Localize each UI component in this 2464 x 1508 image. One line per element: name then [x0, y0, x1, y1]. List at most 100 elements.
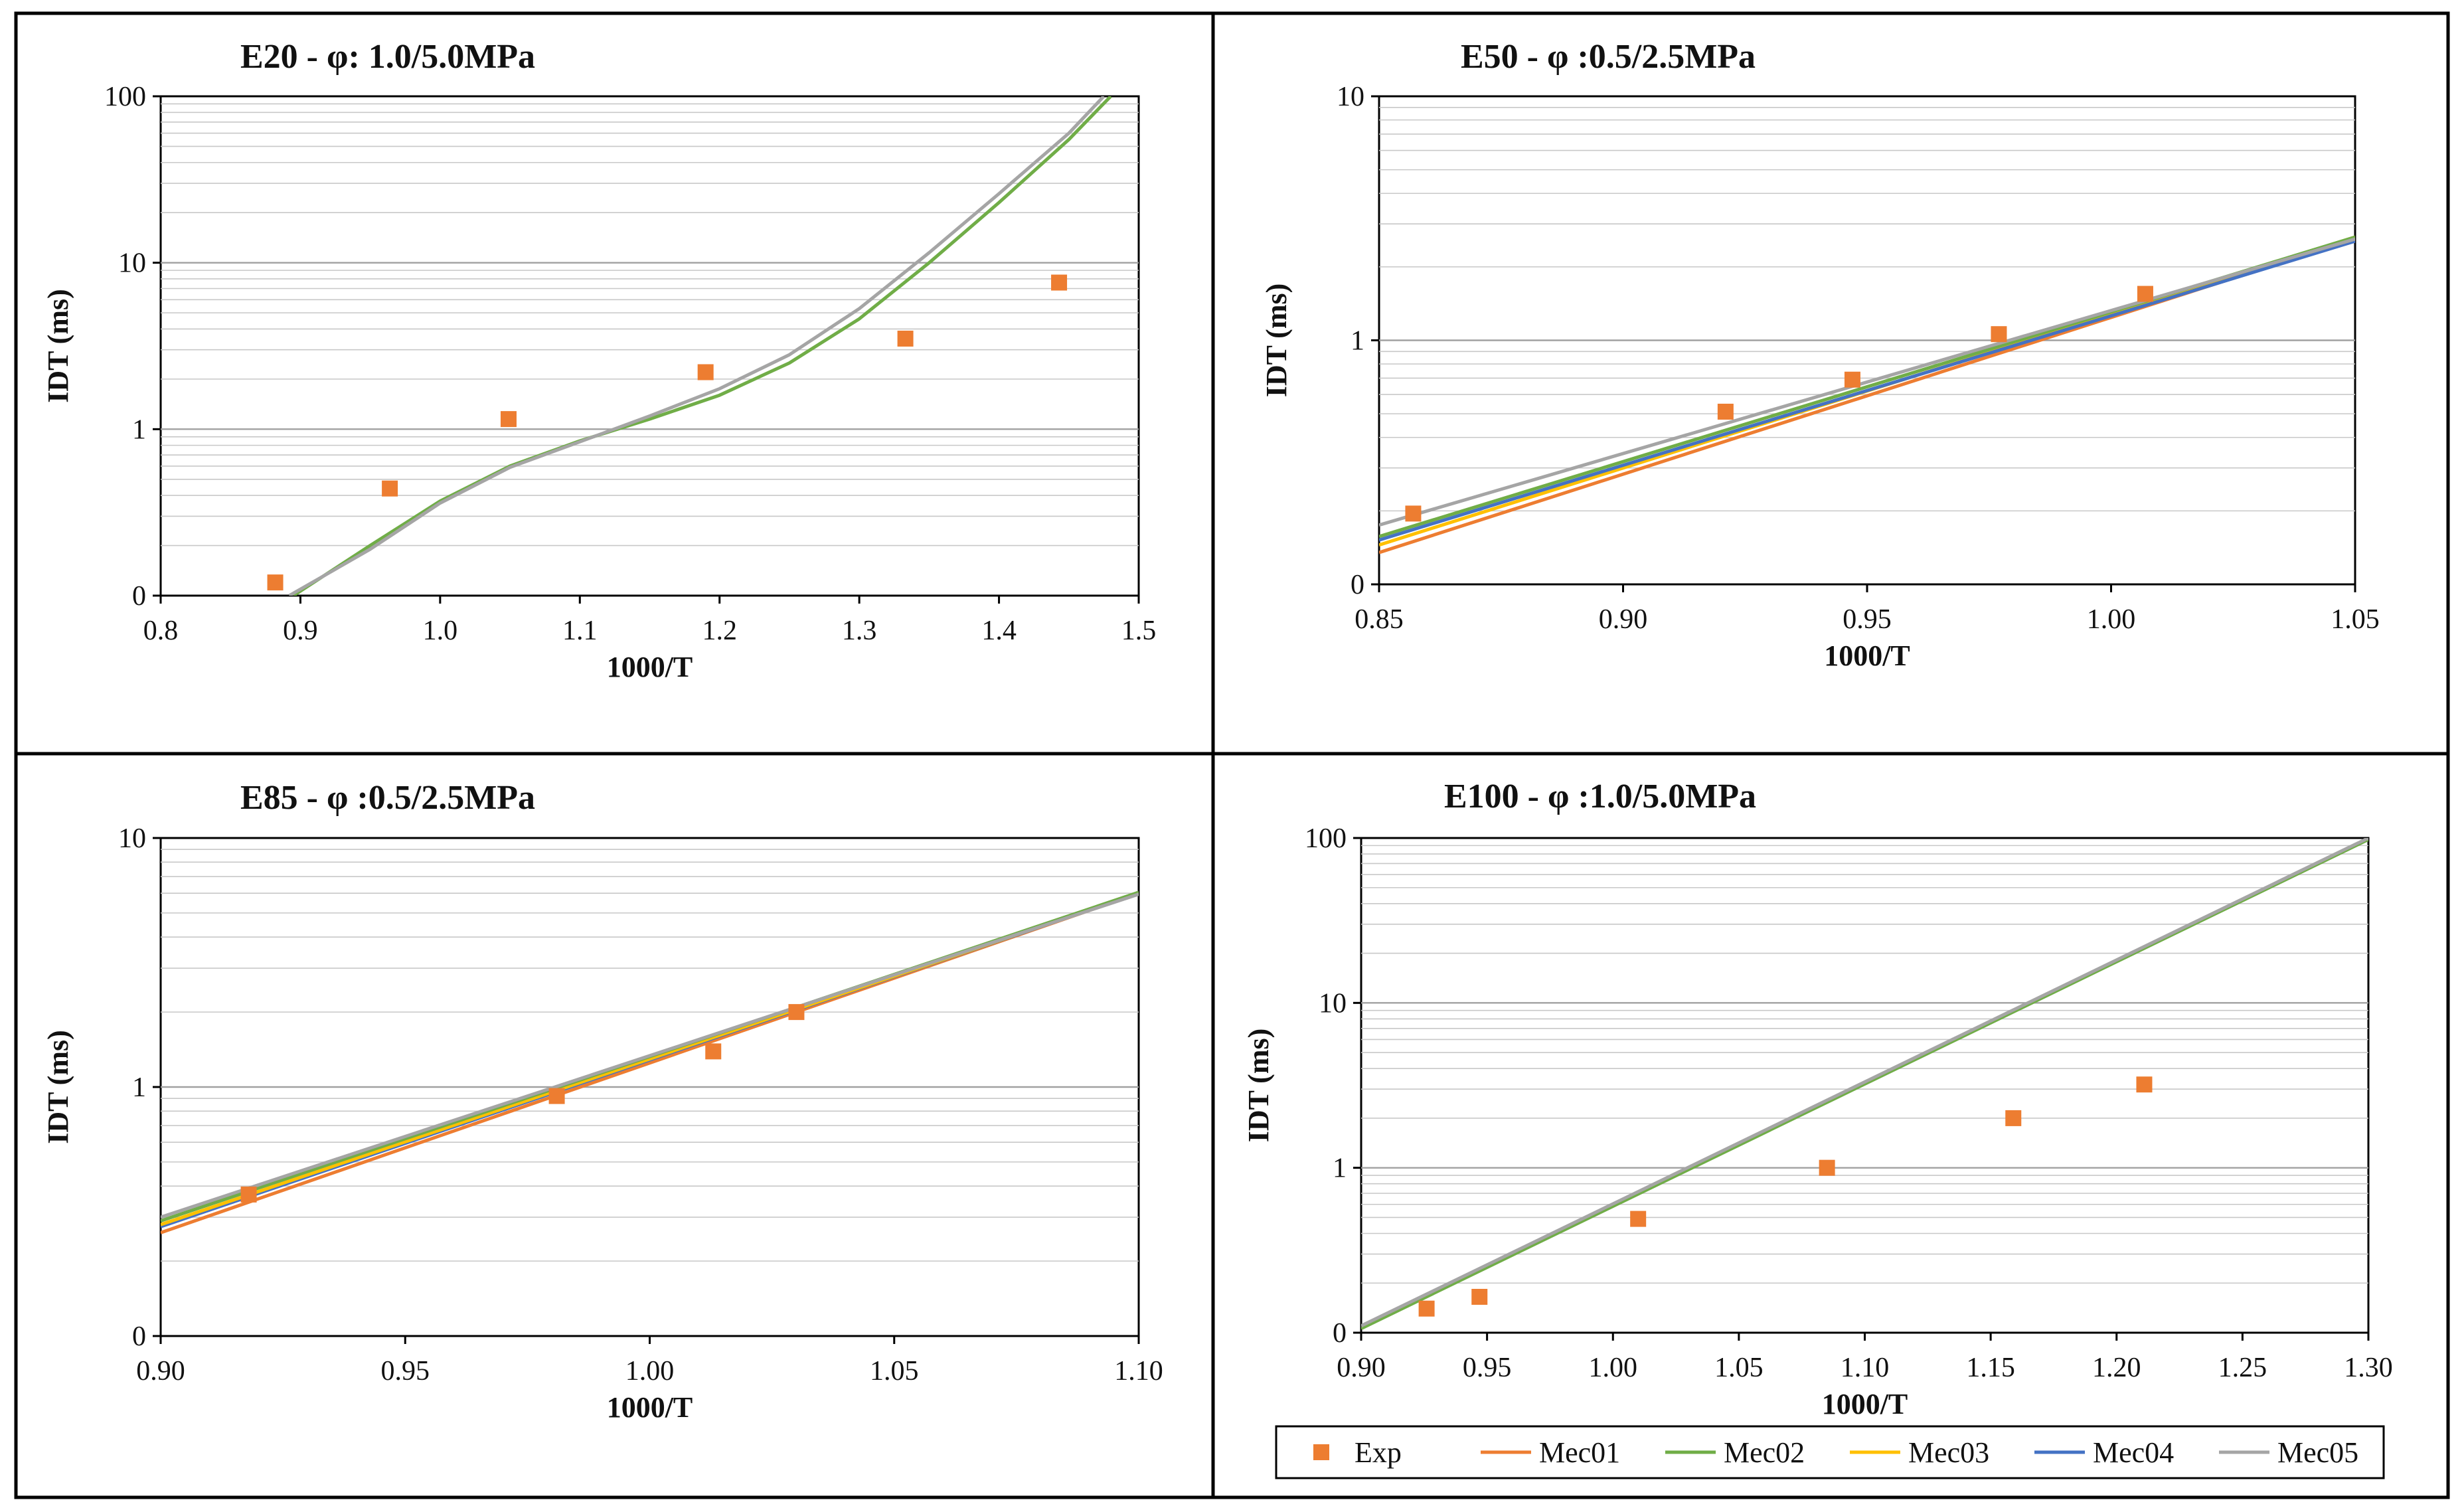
exp-point: [1630, 1211, 1647, 1227]
legend: Exp Mec01 Mec02 Mec03 Mec04 Mec05: [1275, 1425, 2385, 1479]
x-tick-label: 0.90: [1337, 1353, 1386, 1383]
gridlines-e100: [1361, 845, 2368, 1284]
legend-item-mec05: Mec05: [2219, 1436, 2358, 1469]
x-tick-label: 1.1: [562, 616, 598, 646]
x-tick-label: 1.05: [2331, 604, 2380, 635]
x-tick-label: 1.15: [1966, 1353, 2015, 1383]
legend-label: Mec05: [2277, 1436, 2358, 1469]
x-axis-title: 1000/T: [1822, 1388, 1908, 1420]
series-group: [1379, 235, 2355, 554]
y-tick-label: 0: [132, 581, 146, 612]
legend-label: Mec03: [1908, 1436, 1989, 1469]
legend-label: Mec04: [2093, 1436, 2174, 1469]
y-tick-label: 1: [1333, 1153, 1347, 1184]
series-line-mec02: [292, 96, 1112, 596]
y-tick-label: 100: [1305, 823, 1347, 854]
x-tick-label: 0.95: [1463, 1353, 1512, 1383]
gridlines-e85: [161, 849, 1139, 1262]
exp-point: [2136, 1076, 2153, 1093]
x-tick-label: 1.00: [1589, 1353, 1638, 1383]
exp-point: [267, 574, 284, 591]
exp-point: [1051, 274, 1068, 291]
chart-e50: 0 1 10 0.85 0.90 0.95 1.00 1.05 1000/T IDT (ms) E5…: [1260, 38, 2380, 672]
legend-item-mec04: Mec04: [2034, 1436, 2174, 1469]
legend-label: Exp: [1355, 1436, 1402, 1469]
x-tick-label: 0.9: [283, 616, 318, 646]
exp-point: [1418, 1300, 1435, 1317]
legend-label: Mec02: [1724, 1436, 1805, 1469]
y-axis-title: IDT (ms): [1242, 1029, 1275, 1143]
y-tick-label: 1: [1351, 326, 1364, 357]
exp-point: [1471, 1288, 1488, 1305]
x-tick-label: 0.85: [1355, 604, 1404, 635]
series-line-mec05: [161, 892, 1139, 1219]
y-tick-label: 0: [1351, 570, 1364, 600]
x-tick-label: 1.30: [2344, 1353, 2393, 1383]
axes-e85: 0 1 10 0.90 0.95 1.00 1.05 1.10: [118, 823, 1163, 1386]
series-line-mec05: [288, 96, 1106, 596]
legend-label: Mec01: [1539, 1436, 1620, 1469]
exp-points: [240, 1004, 805, 1203]
x-tick-label: 1.4: [981, 616, 1017, 646]
exp-point: [697, 364, 714, 380]
axes-e50: 0 1 10 0.85 0.90 0.95 1.00 1.05: [1337, 82, 2380, 635]
exp-points: [1405, 286, 2153, 522]
y-tick-label: 10: [1319, 988, 1347, 1019]
exp-point: [788, 1004, 805, 1021]
series-group: [288, 96, 1112, 596]
y-axis-title: IDT (ms): [1260, 284, 1293, 398]
legend-item-mec02: Mec02: [1665, 1436, 1805, 1469]
legend-swatch: [1313, 1444, 1329, 1460]
y-tick-label: 10: [1337, 82, 1364, 112]
chart-e100: 0 1 10 100 0.90 0.95 1.00 1.05 1.10 1.15 1.20 1.25 1…: [1242, 778, 2393, 1420]
y-tick-label: 1: [132, 1072, 146, 1103]
x-axis-title: 1000/T: [1824, 639, 1910, 672]
axes-e20: 0 1 10 100 0.8 0.9 1.0 1.1 1.2 1.3 1.4 1.5: [104, 82, 1156, 646]
x-tick-label: 1.3: [842, 616, 877, 646]
exp-point: [1844, 371, 1860, 388]
x-tick-label: 1.0: [423, 616, 458, 646]
y-tick-label: 0: [1333, 1318, 1347, 1349]
exp-point: [1819, 1159, 1835, 1176]
series-group: [161, 890, 1139, 1234]
y-axis-title: IDT (ms): [42, 1030, 74, 1144]
chart-title: E85 - φ :0.5/2.5MPa: [240, 779, 535, 817]
axes-e100: 0 1 10 100 0.90 0.95 1.00 1.05 1.10 1.15 1.20 1.25 1…: [1305, 823, 2393, 1383]
y-tick-label: 10: [118, 248, 146, 279]
exp-point: [2005, 1110, 2022, 1126]
legend-item-exp: Exp: [1313, 1436, 1402, 1469]
y-tick-label: 100: [104, 82, 146, 112]
x-tick-label: 1.05: [1714, 1353, 1764, 1383]
x-axis-title: 1000/T: [607, 651, 693, 683]
x-axis-title: 1000/T: [607, 1391, 693, 1424]
legend-item-mec01: Mec01: [1481, 1436, 1620, 1469]
exp-point: [1405, 505, 1422, 522]
chart-title: E20 - φ: 1.0/5.0MPa: [240, 38, 535, 76]
x-tick-label: 1.05: [870, 1356, 919, 1386]
exp-point: [1717, 403, 1734, 420]
x-tick-label: 0.95: [1843, 604, 1892, 635]
series-line-mec04: [1379, 239, 2355, 542]
exp-points: [1418, 1076, 2153, 1317]
exp-point: [897, 330, 914, 347]
series-line-mec05: [1379, 237, 2355, 527]
x-tick-label: 1.5: [1121, 616, 1157, 646]
plot-area-e20: [159, 95, 1140, 597]
legend-item-mec03: Mec03: [1850, 1436, 1989, 1469]
x-tick-label: 1.10: [1841, 1353, 1890, 1383]
x-tick-label: 0.90: [136, 1356, 185, 1386]
panel-frame-e100: [1211, 752, 2450, 1499]
gridlines-e50: [1379, 107, 2355, 512]
x-tick-label: 1.00: [625, 1356, 675, 1386]
exp-point: [705, 1043, 722, 1060]
exp-point: [2137, 286, 2153, 302]
series-group: [1361, 838, 2368, 1330]
x-tick-label: 0.90: [1599, 604, 1648, 635]
x-tick-label: 1.2: [702, 616, 737, 646]
series-line-mec05: [1361, 838, 2368, 1327]
exp-point: [240, 1186, 257, 1203]
panel-frames: [14, 11, 2450, 1499]
chart-title: E100 - φ :1.0/5.0MPa: [1444, 778, 1756, 815]
